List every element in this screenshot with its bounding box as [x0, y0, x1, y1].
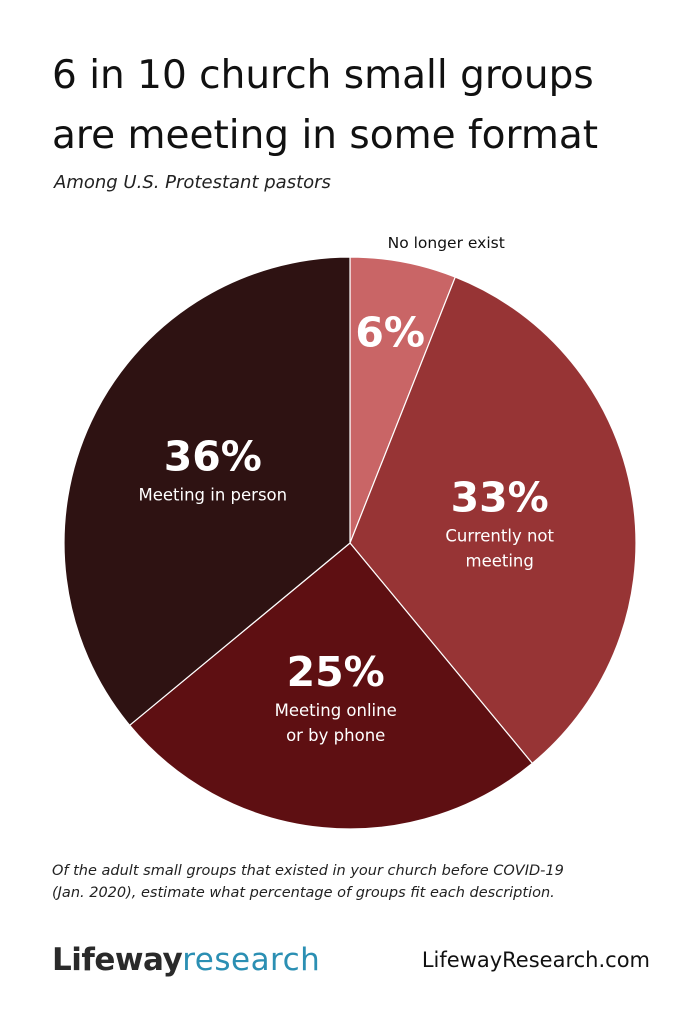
slice-label-currently-not-meeting-line-1: Currently not: [445, 526, 554, 545]
slice-label-no-longer-exist: No longer exist: [388, 234, 505, 252]
lifeway-research-logo: Lifewayresearch: [52, 940, 320, 980]
slice-label-meeting-in-person-line-1: Meeting in person: [138, 486, 287, 505]
chart-subtitle: Among U.S. Protestant pastors: [54, 172, 331, 193]
website-link[interactable]: LifewayResearch.com: [421, 948, 650, 972]
pie-slice-currently-not-meeting: [349, 276, 637, 765]
data-label-meeting-in-person: 36%: [164, 433, 262, 481]
chart-title-line-1: 6 in 10 church small groups: [52, 53, 594, 98]
survey-question-footnote: Of the adult small groups that existed i…: [52, 860, 662, 904]
pie-slice-meeting-in-person: [63, 256, 351, 727]
logo-lifeway: Lifeway: [52, 942, 183, 978]
slice-label-currently-not-meeting-line-2: meeting: [466, 551, 534, 570]
data-label-no-longer-exist: 6%: [355, 308, 425, 356]
data-label-meeting-online-or-by-phone: 25%: [287, 648, 385, 696]
slice-label-meeting-online-or-by-phone-line-1: Meeting online: [275, 701, 397, 720]
chart-title-line-2: are meeting in some format: [52, 113, 599, 158]
logo-research: research: [182, 942, 321, 978]
footnote-line-1: Of the adult small groups that existed i…: [52, 863, 564, 879]
slice-label-meeting-online-or-by-phone-line-2: or by phone: [286, 726, 385, 745]
data-label-currently-not-meeting: 33%: [451, 473, 549, 521]
pie-slice-meeting-online-or-by-phone: [128, 542, 534, 830]
footnote-line-2: (Jan. 2020), estimate what percentage of…: [52, 885, 555, 901]
chart-title: 6 in 10 church small groups are meeting …: [52, 46, 672, 166]
